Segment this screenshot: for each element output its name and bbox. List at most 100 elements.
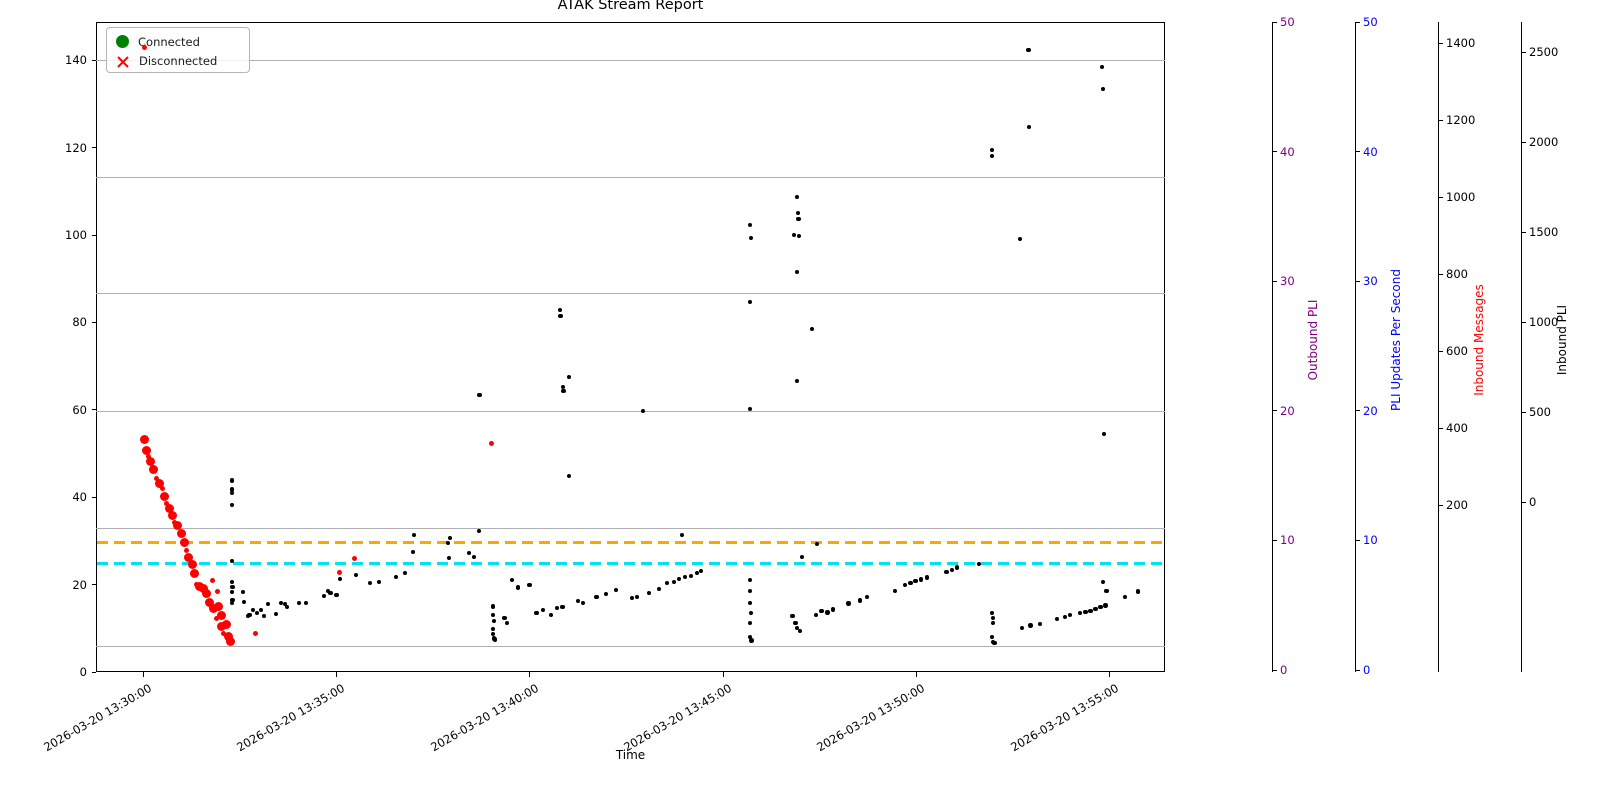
y-axis-tick: [91, 147, 96, 149]
disconnected-point: [221, 631, 227, 637]
right-axis-tick-label: 1000: [1446, 190, 1476, 204]
connected-point: [1054, 616, 1060, 622]
connected-point: [809, 326, 815, 332]
connected-point: [554, 605, 559, 611]
right-axis-tick: [1272, 280, 1277, 282]
y-axis-tick-label: 20: [72, 577, 87, 592]
right-axis-tick-label: 10: [1363, 533, 1378, 548]
right-axis-tick: [1521, 141, 1526, 143]
right-axis-tick: [1438, 196, 1443, 198]
connected-point: [846, 601, 851, 606]
connected-point: [819, 609, 824, 614]
connected-point: [603, 592, 609, 597]
connected-point: [748, 235, 754, 241]
disconnected-point: [184, 553, 194, 562]
right-axis-tick-label: 1400: [1446, 36, 1476, 50]
connected-point: [1100, 579, 1106, 585]
connected-point: [990, 620, 996, 626]
right-axis-tick-label: 30: [1363, 274, 1378, 289]
disconnected-point: [187, 559, 197, 569]
right-axis-tick-label: 20: [1363, 403, 1378, 418]
connected-point: [656, 586, 661, 592]
connected-point: [1135, 589, 1141, 594]
connected-point: [613, 587, 619, 593]
connected-point: [230, 597, 235, 603]
connected-point: [747, 634, 753, 640]
connected-point: [491, 619, 496, 624]
connected-point: [990, 615, 996, 620]
x-axis-tick: [142, 672, 144, 677]
connected-point: [892, 588, 898, 593]
legend-item-disconnected: Disconnected: [115, 51, 241, 70]
disconnected-point: [139, 435, 149, 445]
connected-point: [296, 600, 302, 606]
connected-point: [791, 232, 797, 238]
connected-point: [560, 604, 565, 610]
grid-line: [96, 528, 1165, 529]
connected-point: [284, 604, 290, 610]
connected-point: [640, 408, 646, 414]
right-axis-tick: [1272, 539, 1277, 541]
connected-point: [865, 595, 870, 600]
right-axis-tick-label: 1500: [1529, 225, 1559, 239]
connected-point: [353, 572, 359, 578]
connected-point: [793, 620, 798, 626]
connected-point: [1101, 431, 1107, 437]
plot-area: [96, 22, 1165, 672]
connected-point: [527, 582, 532, 588]
disconnected-point: [160, 492, 170, 502]
right-axis-tick-label: 600: [1446, 344, 1468, 358]
legend-label-disconnected: Disconnected: [139, 53, 218, 68]
connected-point: [261, 613, 267, 619]
connected-point: [1099, 64, 1105, 70]
connected-point: [797, 628, 803, 634]
disconnected-point: [216, 610, 226, 620]
right-axis-tick-label: 400: [1446, 421, 1468, 435]
connected-point: [229, 589, 235, 595]
connected-point: [265, 601, 271, 607]
connected-point: [282, 601, 288, 607]
right-axis-tick: [1521, 231, 1526, 233]
connected-point: [303, 600, 308, 606]
right-axis-tick: [1272, 669, 1277, 671]
y-axis-tick: [91, 409, 96, 411]
right-axis-tick-label: 2000: [1529, 135, 1559, 149]
connected-point: [989, 153, 995, 159]
connected-point: [1027, 124, 1032, 130]
right-axis-tick: [1272, 410, 1277, 412]
x-axis-tick-label: 2026-03-20 13:50:00: [814, 681, 928, 755]
right-axis-tick-label: 0: [1529, 495, 1537, 509]
connected-point: [989, 610, 995, 616]
connected-point: [229, 579, 235, 585]
connected-point: [338, 576, 343, 582]
disconnected-point: [253, 630, 259, 636]
right-axis-tick: [1521, 501, 1526, 503]
legend: Connected Disconnected: [106, 27, 250, 73]
connected-point: [992, 640, 997, 646]
right-axis-tick-label: 30: [1280, 274, 1295, 289]
connected-point: [646, 590, 652, 596]
connected-point: [258, 607, 264, 613]
y-axis-tick-label: 120: [65, 140, 87, 155]
y-axis-tick-label: 100: [65, 228, 87, 242]
disconnected-point: [149, 464, 159, 474]
connected-point: [229, 558, 235, 564]
connected-point: [1037, 621, 1043, 627]
connected-point: [560, 384, 566, 390]
x-axis-tick-label: 2026-03-20 13:45:00: [621, 681, 734, 755]
right-axis-tick: [1355, 539, 1360, 541]
right-axis-tick: [1438, 504, 1443, 506]
connected-point: [515, 585, 521, 590]
grid-line: [96, 293, 1165, 294]
right-axis-tick-label: 0: [1280, 663, 1288, 677]
disconnected-point: [216, 622, 226, 632]
connected-point: [278, 600, 284, 606]
right-axis-tick: [1438, 427, 1443, 429]
right-axis-tick: [1355, 280, 1360, 282]
right-axis-tick-label: 1000: [1529, 315, 1559, 329]
connected-point: [240, 589, 246, 595]
connected-point: [913, 578, 918, 584]
connected-point: [634, 594, 640, 600]
connected-point: [795, 194, 800, 200]
grid-line: [96, 176, 1165, 178]
